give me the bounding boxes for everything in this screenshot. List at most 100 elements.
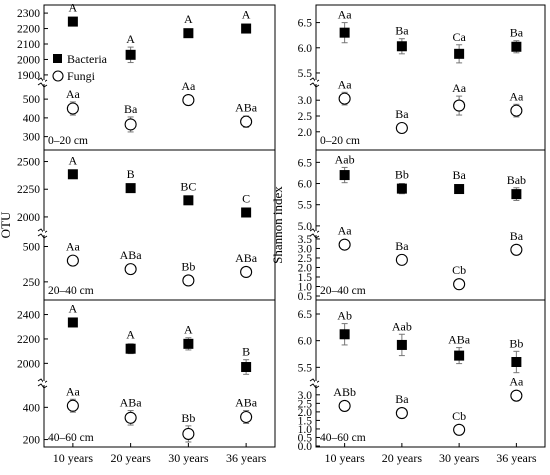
fungi-point — [240, 410, 253, 424]
significance-label: Ba — [124, 102, 138, 116]
significance-label: Ca — [452, 30, 466, 44]
bacteria-point — [511, 357, 522, 367]
significance-label: Aa — [452, 81, 467, 95]
x-tick-label: 30 years — [168, 451, 209, 465]
fungi-point — [182, 427, 195, 440]
y-tick-label: 6.0 — [298, 336, 313, 348]
bacteria-point — [241, 207, 252, 218]
y-tick-label: 2300 — [17, 8, 40, 20]
axis-break-mark — [309, 383, 320, 389]
bacteria-point — [511, 41, 522, 52]
axis-break-mark — [37, 383, 48, 389]
y-tick-label: 0.5 — [298, 432, 313, 444]
y-tick-label: 1.0 — [298, 424, 313, 436]
y-tick-label: 2500 — [17, 157, 40, 169]
axis-break-mark — [37, 228, 48, 234]
significance-label: A — [184, 323, 193, 337]
axis-break-mark — [37, 378, 48, 384]
y-tick-label: 2.0 — [298, 127, 313, 139]
legend-fungi-marker — [52, 70, 64, 82]
significance-label: Ba — [395, 392, 409, 406]
bacteria-point — [241, 362, 252, 373]
y-tick-label: 6.0 — [298, 43, 313, 55]
depth-label: 0–20 cm — [48, 135, 88, 147]
y-tick-label: 250 — [23, 277, 41, 289]
y-tick-label: 1.5 — [298, 272, 313, 284]
y-tick-label: 500 — [23, 94, 41, 106]
y-tick-label: 3.5 — [298, 234, 313, 246]
y-tick-label: 2000 — [17, 54, 40, 66]
y-tick-label: 2000 — [17, 358, 40, 370]
y-tick-label: 1900 — [17, 70, 40, 82]
bacteria-point — [396, 183, 407, 194]
fungi-point — [510, 104, 523, 117]
significance-label: ABa — [235, 101, 258, 115]
significance-label: A — [69, 301, 78, 315]
significance-label: Cb — [452, 409, 466, 423]
axis-break-mark — [309, 82, 320, 88]
bacteria-point — [241, 23, 252, 34]
bacteria-point — [454, 48, 465, 59]
fungi-point — [66, 102, 79, 115]
y-tick-label: 1.0 — [298, 281, 313, 293]
y-axis-title: Shannon index — [270, 186, 285, 264]
fungi-point — [453, 278, 466, 291]
bacteria-point — [339, 170, 350, 181]
bacteria-point — [183, 338, 194, 349]
significance-label: Bb — [181, 411, 195, 425]
y-tick-label: 2100 — [17, 39, 40, 51]
bacteria-point — [396, 41, 407, 52]
y-tick-label: 1.5 — [298, 415, 313, 427]
significance-label: Bb — [509, 336, 523, 350]
fungi-point — [510, 243, 523, 256]
y-tick-label: 2.5 — [298, 253, 313, 265]
fungi-point — [124, 263, 137, 276]
panel-frame — [43, 149, 276, 301]
y-tick-label: 300 — [23, 132, 41, 144]
legend-fungi-label: Fungi — [67, 69, 96, 83]
y-tick-label: 3.0 — [298, 243, 313, 255]
y-tick-label: 2.0 — [298, 407, 313, 419]
significance-label: Aa — [338, 77, 353, 91]
y-tick-label: 5.5 — [298, 362, 313, 374]
fungi-point — [395, 253, 408, 266]
axis-break-mark — [309, 77, 320, 83]
significance-label: Aa — [509, 375, 524, 389]
x-tick-label: 36 years — [226, 451, 267, 465]
fungi-point — [338, 92, 351, 105]
significance-label: Aab — [392, 319, 412, 333]
significance-label: B — [127, 167, 135, 181]
y-tick-label: 2.5 — [298, 398, 313, 410]
fungi-point — [395, 121, 408, 135]
depth-label: 0–20 cm — [320, 135, 360, 147]
y-tick-label: 2250 — [17, 184, 40, 196]
fungi-point — [240, 115, 253, 128]
significance-label: A — [242, 8, 251, 22]
x-tick-label: 10 years — [324, 451, 365, 465]
bacteria-point — [67, 169, 78, 180]
significance-label: Ab — [337, 309, 352, 323]
panel-frame — [43, 299, 276, 448]
y-tick-label: 2400 — [17, 310, 40, 322]
bacteria-point — [67, 317, 78, 328]
significance-label: A — [69, 153, 78, 167]
significance-label: Aa — [509, 89, 524, 103]
y-tick-label: 0.5 — [298, 291, 313, 303]
bacteria-point — [454, 184, 465, 195]
bacteria-point — [125, 183, 136, 194]
significance-label: Bb — [181, 259, 195, 273]
fungi-point — [182, 274, 195, 287]
x-tick-label: 36 years — [496, 451, 537, 465]
x-tick-label: 30 years — [439, 451, 480, 465]
significance-label: Aa — [66, 240, 81, 254]
bacteria-point — [339, 329, 350, 340]
significance-label: Bb — [395, 168, 409, 182]
y-axis-title: OTU — [0, 211, 13, 238]
bacteria-point — [339, 27, 350, 38]
significance-label: Aa — [66, 87, 81, 101]
fungi-point — [124, 411, 137, 424]
bacteria-point — [454, 350, 465, 361]
significance-label: ABa — [120, 248, 143, 262]
significance-label: Ba — [510, 26, 524, 40]
